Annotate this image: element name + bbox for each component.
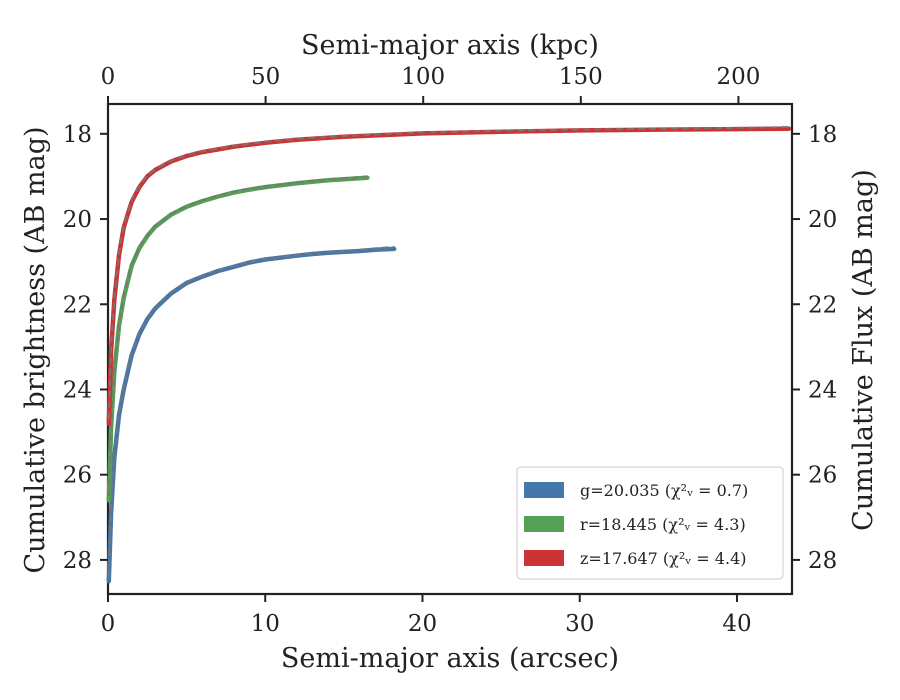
y-tick-label-left: 22	[63, 292, 92, 318]
legend-swatch-2	[524, 550, 564, 566]
y-tick-label-right: 22	[808, 292, 837, 318]
legend-label-1: r=18.445 (χ²ᵥ = 4.3)	[580, 515, 746, 534]
y-tick-label-right: 20	[808, 207, 837, 233]
legend-label-2: z=17.647 (χ²ᵥ = 4.4)	[580, 549, 746, 568]
x-tick-label-top: 150	[559, 64, 603, 90]
x-tick-label-bottom: 40	[722, 611, 751, 637]
y-tick-label-right: 28	[808, 548, 837, 574]
plot-frame	[106, 102, 794, 596]
y-tick-label-right: 18	[808, 122, 837, 148]
legend-items: g=20.035 (χ²ᵥ = 0.7) r=18.445 (χ²ᵥ = 4.3)…	[524, 481, 748, 568]
x-axis-top: 0 50 100 150 200	[101, 64, 760, 104]
series-line-0	[106, 246, 397, 584]
y-tick-label-right: 24	[808, 377, 837, 403]
y-tick-label-left: 18	[63, 122, 92, 148]
series-line-2	[106, 126, 792, 426]
y-axis-title-left: Cumulative brightness (AB mag)	[20, 126, 51, 573]
series-layer	[106, 126, 792, 584]
x-tick-label-bottom: 30	[565, 611, 594, 637]
series-line-1	[106, 175, 370, 503]
x-tick-label-top: 50	[251, 64, 280, 90]
legend-swatch-0	[524, 482, 564, 498]
x-tick-label-top: 0	[101, 64, 116, 90]
x-axis-bottom: 0 10 20 30 40	[101, 594, 752, 637]
legend-label-0: g=20.035 (χ²ᵥ = 0.7)	[580, 481, 748, 500]
x-tick-label-top: 100	[401, 64, 445, 90]
legend: g=20.035 (χ²ᵥ = 0.7) r=18.445 (χ²ᵥ = 4.3)…	[516, 466, 784, 580]
y-tick-label-left: 28	[63, 548, 92, 574]
x-tick-label-bottom: 0	[101, 611, 116, 637]
y-axis-right: 18 20 22 24 26 28	[792, 122, 837, 574]
y-tick-label-left: 24	[63, 377, 92, 403]
x-axis-title-bottom: Semi-major axis (arcsec)	[281, 643, 619, 674]
series-model-line-0	[107, 245, 395, 578]
series-model-line-2	[107, 126, 789, 420]
series-model-line-1	[107, 175, 368, 497]
legend-swatch-1	[524, 516, 564, 532]
y-tick-label-left: 26	[63, 463, 92, 489]
y-axis-left: 18 20 22 24 26 28	[63, 122, 108, 574]
y-tick-label-right: 26	[808, 463, 837, 489]
y-axis-title-right: Cumulative Flux (AB mag)	[848, 169, 879, 531]
y-tick-label-left: 20	[63, 207, 92, 233]
x-tick-label-bottom: 20	[408, 611, 437, 637]
x-tick-label-bottom: 10	[251, 611, 280, 637]
plot-area	[106, 102, 794, 596]
x-axis-title-top: Semi-major axis (kpc)	[301, 30, 599, 61]
x-tick-label-top: 200	[716, 64, 760, 90]
legend-box	[516, 466, 784, 580]
